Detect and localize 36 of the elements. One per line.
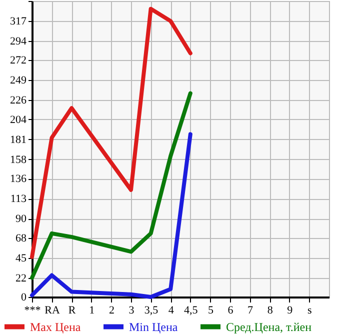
y-tick-label: 113 (10, 193, 27, 206)
y-tick-label: 158 (10, 154, 27, 166)
y-tick-label: 136 (10, 173, 27, 186)
x-tick-label: R (68, 304, 76, 316)
line-series (30, 91, 192, 280)
legend-label: Max Цена (30, 320, 82, 334)
x-tick-label: RA (44, 304, 60, 316)
y-tick-label: 249 (10, 74, 27, 87)
legend-label: Сред.Цена, т.йен (226, 320, 312, 334)
y-tick-label: 90 (16, 213, 27, 226)
x-tick-label: *** (24, 304, 41, 316)
x-tick-label: 3 (128, 304, 135, 316)
y-tick-label: 226 (10, 94, 27, 107)
x-tick-label: s (308, 304, 312, 316)
line-series (30, 132, 192, 299)
y-tick-label: 181 (10, 134, 26, 146)
x-tick-label: 3,5 (144, 304, 159, 316)
legend-label: Min Цена (129, 320, 178, 334)
x-tick-label: 5 (208, 304, 214, 316)
y-tick-label: 68 (16, 232, 27, 244)
x-tick-label: 9 (287, 304, 294, 316)
y-tick-label: 0 (21, 292, 27, 304)
x-tick-label: 8 (267, 304, 274, 316)
y-tick-label: 204 (10, 114, 27, 126)
x-tick-label: 6 (228, 304, 234, 316)
x-tick-label: 2 (108, 304, 114, 316)
line-series (30, 6, 192, 259)
y-tick-label: 272 (10, 54, 26, 67)
x-tick-label: 4 (168, 304, 174, 316)
x-tick-label: 1 (89, 304, 95, 316)
y-tick-label: 45 (16, 252, 27, 264)
y-tick-label: 317 (10, 16, 27, 28)
y-tick-label: 22 (16, 272, 26, 284)
y-tick-label: 294 (10, 36, 27, 48)
x-tick-label: 7 (248, 304, 254, 316)
x-tick-label: 4,5 (184, 304, 198, 316)
